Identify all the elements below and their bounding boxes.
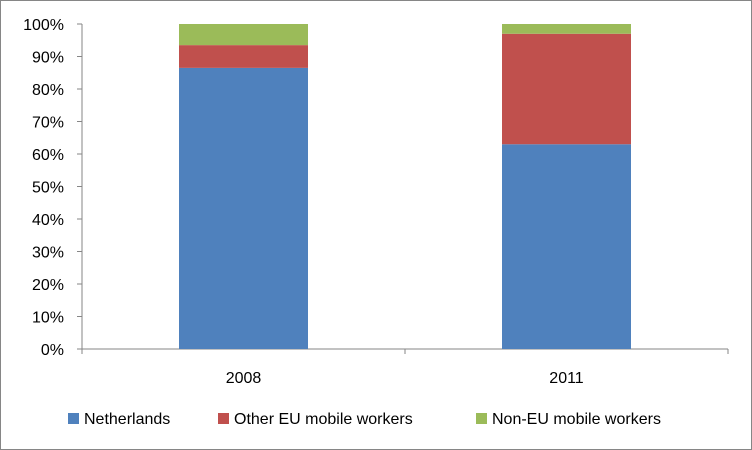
bar-segment-netherlands-2008 <box>179 67 308 349</box>
bar-segment-netherlands-2011 <box>502 144 631 349</box>
y-tick-label: 20% <box>32 277 64 294</box>
bar-segment-other-eu-mobile-workers-2011 <box>502 33 631 145</box>
legend-swatch <box>68 413 79 424</box>
legend-label: Other EU mobile workers <box>234 411 413 428</box>
bar-segment-non-eu-mobile-workers-2008 <box>179 24 308 46</box>
legend-swatch <box>476 413 487 424</box>
y-tick-label: 90% <box>32 50 64 67</box>
y-axis: 0% 10% 20% 30% 40% 50% 60% 70% 80% 90% 100% <box>23 17 83 359</box>
bar-segment-non-eu-mobile-workers-2011 <box>502 24 631 34</box>
y-tick-label: 30% <box>32 245 64 262</box>
bars <box>179 24 631 349</box>
legend: Netherlands Other EU mobile workers Non-EU… <box>68 411 661 428</box>
legend-swatch <box>218 413 229 424</box>
x-tick-label: 2008 <box>226 370 262 387</box>
y-tick-label: 100% <box>23 17 64 34</box>
legend-label: Non-EU mobile workers <box>492 411 661 428</box>
y-tick-label: 80% <box>32 82 64 99</box>
y-tick-label: 50% <box>32 180 64 197</box>
y-tick-label: 60% <box>32 147 64 164</box>
x-tick-label: 2011 <box>549 370 584 387</box>
bar-segment-other-eu-mobile-workers-2008 <box>179 45 308 68</box>
y-tick-label: 40% <box>32 212 64 229</box>
y-tick-label: 70% <box>32 115 64 132</box>
x-axis: 2008 2011 <box>81 348 729 387</box>
y-tick-label: 10% <box>32 310 64 327</box>
legend-label: Netherlands <box>84 411 170 428</box>
y-tick-label: 0% <box>41 342 64 359</box>
